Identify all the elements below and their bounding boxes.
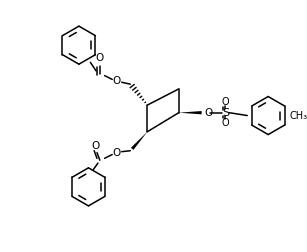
Text: S: S [222,108,229,118]
Text: O: O [96,53,104,64]
Polygon shape [131,132,147,150]
Text: O: O [222,97,229,107]
Text: CH₃: CH₃ [289,111,307,120]
Text: O: O [204,108,213,118]
Text: O: O [113,148,121,158]
Text: O: O [91,141,99,151]
Text: O: O [113,76,121,86]
Polygon shape [179,111,202,114]
Text: O: O [222,118,229,128]
